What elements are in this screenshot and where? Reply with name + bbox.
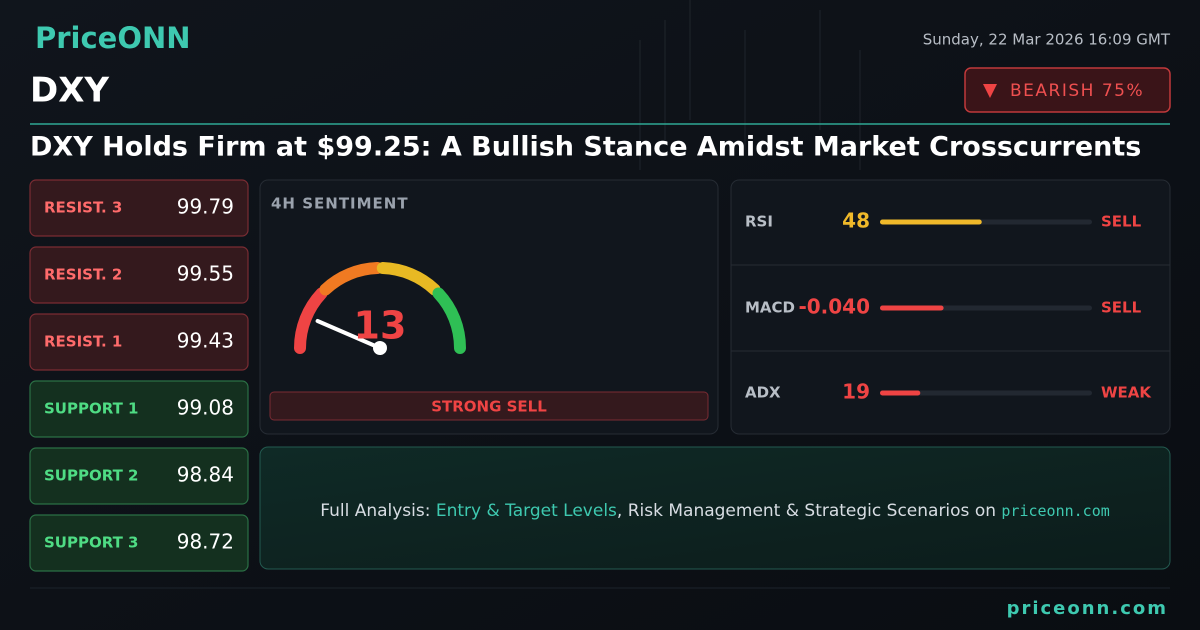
- level-box: [29, 179, 249, 237]
- footer-site: priceonn.com: [1007, 598, 1168, 619]
- datetime: Sunday, 22 Mar 2026 16:09 GMT: [923, 31, 1171, 49]
- level-label: SUPPORT 2: [44, 467, 139, 485]
- level-label: RESIST. 3: [44, 199, 122, 217]
- level-label: RESIST. 2: [44, 266, 122, 284]
- cta-site: priceonn.com: [1001, 502, 1109, 520]
- indicator-signal: SELL: [1101, 299, 1142, 317]
- level-box: [29, 514, 249, 572]
- gauge-needle: [315, 318, 382, 350]
- indicator-signal: SELL: [1101, 213, 1142, 231]
- gauge-arc: [294, 287, 328, 354]
- indicator-bar: [880, 390, 921, 396]
- cta-part: , Risk Management & Strategic Scenarios …: [617, 501, 1002, 521]
- cta-text: Full Analysis: Entry & Target Levels, Ri…: [320, 501, 1110, 521]
- indicator-name: ADX: [745, 384, 781, 402]
- gauge-arc: [319, 262, 384, 296]
- level-value: 99.08: [177, 396, 234, 420]
- level-value: 99.43: [177, 329, 234, 353]
- headline: DXY Holds Firm at $99.25: A Bullish Stan…: [30, 132, 1141, 163]
- gauge-arc: [376, 262, 441, 296]
- level-box: [29, 246, 249, 304]
- level-box: [29, 313, 249, 371]
- level-box: [29, 447, 249, 505]
- indicator-track: [880, 390, 1092, 396]
- indicator-bar: [880, 219, 982, 225]
- indicator-value: 48: [842, 209, 870, 233]
- badge: [964, 67, 1171, 113]
- cta-link: Entry & Target Levels: [436, 501, 617, 521]
- indicator-value: 19: [842, 380, 870, 404]
- indicator-bar: [880, 305, 944, 311]
- gauge-title: 4H SENTIMENT: [271, 195, 409, 213]
- cta-panel: [259, 446, 1171, 570]
- gauge-arc: [432, 287, 466, 354]
- cta-part: Full Analysis:: [320, 501, 436, 521]
- level-value: 99.55: [177, 262, 234, 286]
- level-box: [29, 380, 249, 438]
- level-label: SUPPORT 3: [44, 534, 139, 552]
- indicator-signal: WEAK: [1101, 384, 1152, 402]
- symbol: DXY: [30, 71, 109, 111]
- indicator-value: -0.040: [798, 295, 870, 319]
- badge-icon: [983, 84, 997, 98]
- gauge-signal: STRONG SELL: [431, 398, 547, 416]
- badge-text: BEARISH 75%: [1010, 81, 1144, 101]
- indicator-name: RSI: [745, 213, 773, 231]
- indicator-name: MACD: [745, 299, 795, 317]
- level-label: RESIST. 1: [44, 333, 122, 351]
- level-value: 99.79: [177, 195, 234, 219]
- logo: PriceONN: [35, 21, 191, 55]
- sentiment-panel: [259, 179, 719, 435]
- signal-box: [269, 391, 709, 421]
- level-label: SUPPORT 1: [44, 400, 139, 418]
- level-value: 98.84: [177, 463, 234, 487]
- gauge-value: 13: [354, 304, 407, 348]
- background-candles: [639, 0, 861, 170]
- level-value: 98.72: [177, 530, 234, 554]
- gauge-hub: [373, 341, 387, 355]
